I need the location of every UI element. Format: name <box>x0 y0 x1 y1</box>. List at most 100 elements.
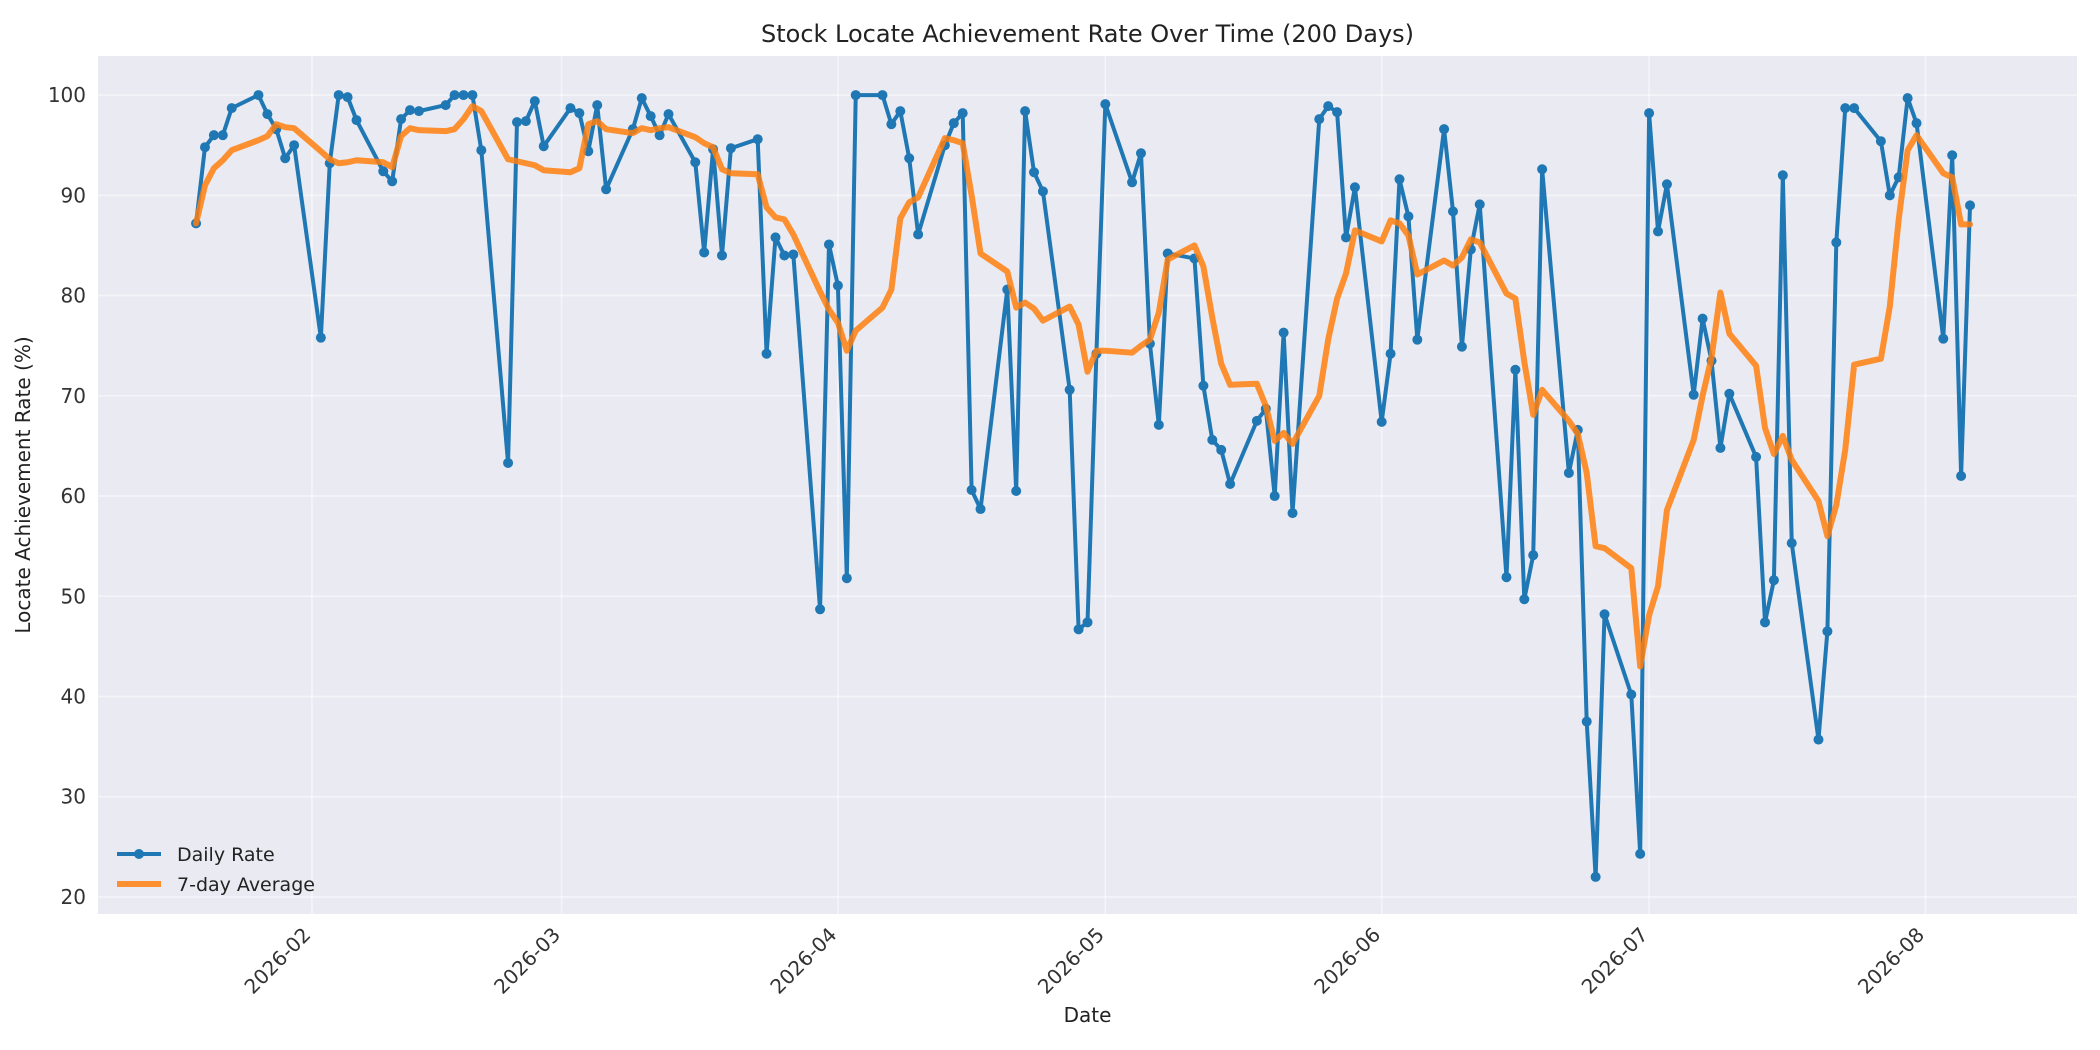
data-point <box>1688 389 1699 400</box>
y-tick-label: 30 <box>61 785 86 809</box>
data-point <box>1831 237 1842 248</box>
data-point <box>1510 364 1521 375</box>
x-tick-label: 2026-02 <box>239 923 315 999</box>
data-point <box>788 249 799 260</box>
data-point <box>387 176 398 187</box>
data-point <box>342 92 353 103</box>
data-point <box>1537 164 1548 175</box>
data-point <box>1653 226 1664 237</box>
data-point <box>1965 200 1976 211</box>
data-point <box>823 239 834 250</box>
data-point <box>1349 182 1360 193</box>
data-point <box>752 134 763 145</box>
data-point <box>1447 206 1458 217</box>
data-point <box>1064 384 1075 395</box>
data-point <box>413 106 424 117</box>
data-point <box>1777 170 1788 181</box>
data-point <box>1528 550 1539 561</box>
data-point <box>761 348 772 359</box>
data-point <box>1153 419 1164 430</box>
data-point <box>1287 508 1298 519</box>
data-point <box>1599 609 1610 620</box>
data-point <box>948 118 959 129</box>
data-point <box>538 141 549 152</box>
data-point <box>1661 179 1672 190</box>
data-point <box>1501 572 1512 583</box>
data-point <box>253 90 264 101</box>
data-point <box>832 280 843 291</box>
data-point <box>476 145 487 156</box>
data-point <box>770 232 781 243</box>
daily-series-line <box>194 93 1973 879</box>
data-point <box>957 108 968 119</box>
data-point <box>1813 734 1824 745</box>
plot-area <box>98 56 2077 914</box>
data-point <box>1011 486 1022 497</box>
y-tick-label: 40 <box>61 684 86 708</box>
y-tick-label: 50 <box>61 584 86 608</box>
data-point <box>1439 124 1450 135</box>
y-tick-label: 100 <box>48 83 86 107</box>
data-point <box>1822 626 1833 637</box>
data-point <box>217 130 228 141</box>
data-point <box>1590 871 1601 882</box>
data-point <box>1376 416 1387 427</box>
data-point <box>699 247 710 258</box>
data-point <box>717 250 728 261</box>
data-point <box>1751 451 1762 462</box>
avg-series-line <box>193 103 1974 670</box>
legend-label: 7-day Average <box>177 874 315 896</box>
x-axis-ticks: 2026-02 2026-03 2026-04 2026-05 2026-06 2026-… <box>239 923 1929 999</box>
data-point <box>1875 136 1886 147</box>
data-point <box>199 142 210 153</box>
data-point <box>1198 380 1209 391</box>
x-tick-label: 2026-04 <box>765 923 841 999</box>
x-tick-label: 2026-08 <box>1853 923 1929 999</box>
data-point <box>1715 442 1726 453</box>
data-point <box>725 143 736 154</box>
data-point <box>1251 415 1262 426</box>
data-point <box>1697 313 1708 324</box>
data-point <box>1768 575 1779 586</box>
chart-title: Stock Locate Achievement Rate Over Time … <box>761 20 1414 48</box>
data-point <box>289 140 300 151</box>
data-point <box>574 108 585 119</box>
data-point <box>262 109 273 120</box>
data-point <box>529 96 540 107</box>
data-point <box>1840 103 1851 114</box>
data-point <box>645 111 656 122</box>
data-point <box>1394 174 1405 185</box>
data-point <box>440 100 451 111</box>
y-axis-ticks: 20 30 40 50 60 70 80 90 100 <box>48 83 86 909</box>
data-point <box>815 604 826 615</box>
data-point <box>520 116 531 127</box>
data-point <box>886 119 897 130</box>
data-point <box>1938 333 1949 344</box>
data-point <box>1269 491 1280 502</box>
data-point <box>877 90 888 101</box>
data-point <box>1332 107 1343 118</box>
data-point <box>1911 118 1922 129</box>
data-point <box>280 153 291 164</box>
data-point <box>1029 167 1040 178</box>
data-point <box>975 504 986 515</box>
grid <box>98 56 2077 914</box>
data-point <box>966 485 977 496</box>
data-point <box>1626 689 1637 700</box>
x-tick-label: 2026-05 <box>1033 923 1109 999</box>
data-point <box>1135 148 1146 159</box>
data-point <box>208 130 219 141</box>
data-point <box>1581 716 1592 727</box>
data-point <box>1323 101 1334 112</box>
data-point <box>1563 467 1574 478</box>
legend-marker <box>134 849 144 859</box>
data-point <box>378 166 389 177</box>
data-point <box>1474 199 1485 210</box>
data-point <box>779 250 790 261</box>
data-point <box>226 103 237 114</box>
data-point <box>1225 479 1236 489</box>
x-tick-label: 2026-03 <box>489 923 565 999</box>
data-point <box>1724 388 1735 399</box>
